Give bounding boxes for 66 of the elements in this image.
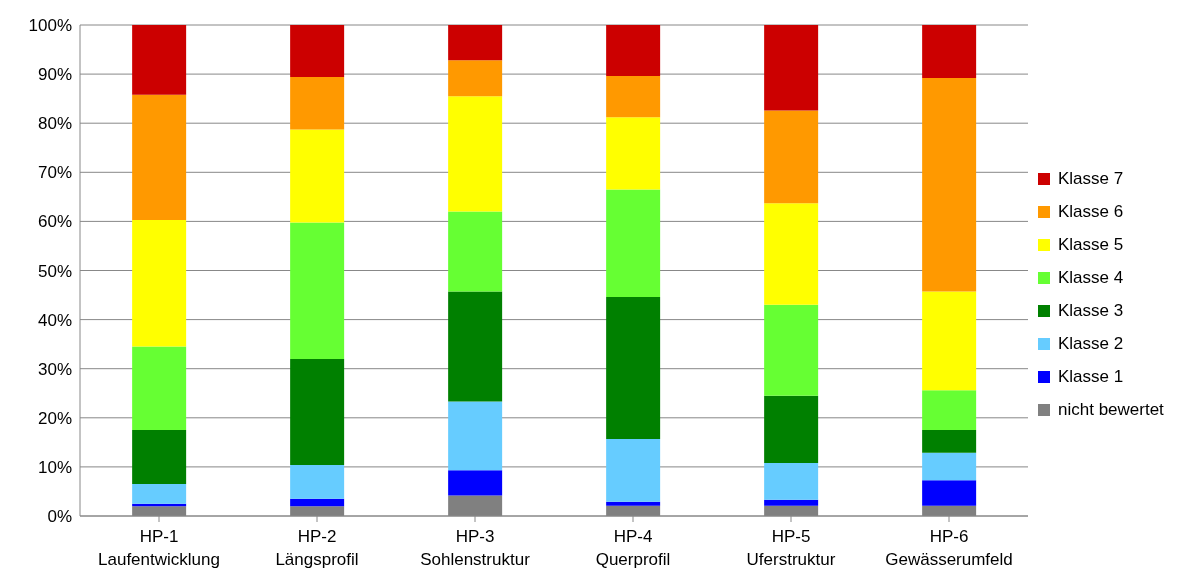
bar bbox=[290, 464, 345, 499]
y-tick-label: 60% bbox=[37, 212, 72, 232]
bar bbox=[132, 219, 187, 347]
bar bbox=[448, 470, 503, 496]
y-tick-label: 40% bbox=[37, 310, 72, 330]
legend-label: Klasse 3 bbox=[1058, 301, 1124, 321]
x-tick-label: HP-2 Längsprofil bbox=[275, 527, 359, 569]
bar bbox=[606, 438, 661, 502]
y-tick-label: 70% bbox=[37, 163, 72, 183]
y-tick-label: 30% bbox=[37, 359, 72, 379]
legend-label: nicht bewertet bbox=[1058, 400, 1164, 420]
bar bbox=[606, 189, 661, 298]
bar bbox=[764, 304, 819, 396]
bar bbox=[922, 480, 977, 506]
bar bbox=[764, 395, 819, 463]
bar bbox=[290, 498, 345, 507]
bar bbox=[922, 430, 977, 453]
bar bbox=[132, 94, 187, 220]
bar bbox=[606, 501, 661, 506]
x-tick-label: HP-5 Uferstruktur bbox=[746, 527, 836, 569]
y-tick-label: 80% bbox=[37, 114, 72, 134]
legend-label: Klasse 2 bbox=[1058, 334, 1124, 354]
x-tick-label: HP-6 Gewässerumfeld bbox=[885, 527, 1013, 569]
bar bbox=[448, 291, 503, 402]
y-tick-label: 10% bbox=[37, 457, 72, 477]
bar bbox=[448, 25, 503, 61]
bar bbox=[606, 25, 661, 77]
bar bbox=[922, 291, 977, 391]
x-tick-label: HP-1 Laufentwicklung bbox=[98, 527, 220, 569]
y-tick-label: 50% bbox=[37, 261, 72, 281]
bar bbox=[290, 25, 345, 78]
bar bbox=[132, 25, 187, 95]
bar bbox=[132, 430, 187, 485]
bar bbox=[448, 60, 503, 97]
legend-label: Klasse 5 bbox=[1058, 235, 1124, 255]
x-tick-label: HP-4 Querprofil bbox=[595, 527, 671, 569]
bar bbox=[922, 25, 977, 79]
bar bbox=[764, 203, 819, 305]
y-tick-label: 20% bbox=[37, 408, 72, 428]
bar bbox=[764, 25, 819, 111]
bar bbox=[764, 462, 819, 500]
legend-label: Klasse 6 bbox=[1058, 202, 1124, 222]
bar bbox=[132, 484, 187, 504]
bar bbox=[606, 297, 661, 439]
y-tick-label: 90% bbox=[37, 65, 72, 85]
bar bbox=[290, 358, 345, 465]
bar bbox=[448, 401, 503, 471]
bar bbox=[922, 78, 977, 292]
legend-label: Klasse 1 bbox=[1058, 367, 1124, 387]
x-tick-label: HP-3 Sohlenstruktur bbox=[420, 527, 531, 569]
bar bbox=[606, 117, 661, 190]
bar bbox=[922, 390, 977, 431]
legend-label: Klasse 4 bbox=[1058, 268, 1124, 288]
bar bbox=[132, 346, 187, 431]
bar bbox=[290, 222, 345, 359]
bar bbox=[448, 211, 503, 292]
y-tick-label: 0% bbox=[47, 507, 72, 527]
bar bbox=[764, 499, 819, 506]
bar bbox=[448, 96, 503, 212]
legend-label: Klasse 7 bbox=[1058, 169, 1124, 189]
bar bbox=[606, 76, 661, 118]
bar bbox=[290, 77, 345, 130]
bar bbox=[922, 452, 977, 481]
y-tick-label: 100% bbox=[28, 16, 72, 36]
bar bbox=[290, 129, 345, 223]
bar bbox=[764, 110, 819, 204]
